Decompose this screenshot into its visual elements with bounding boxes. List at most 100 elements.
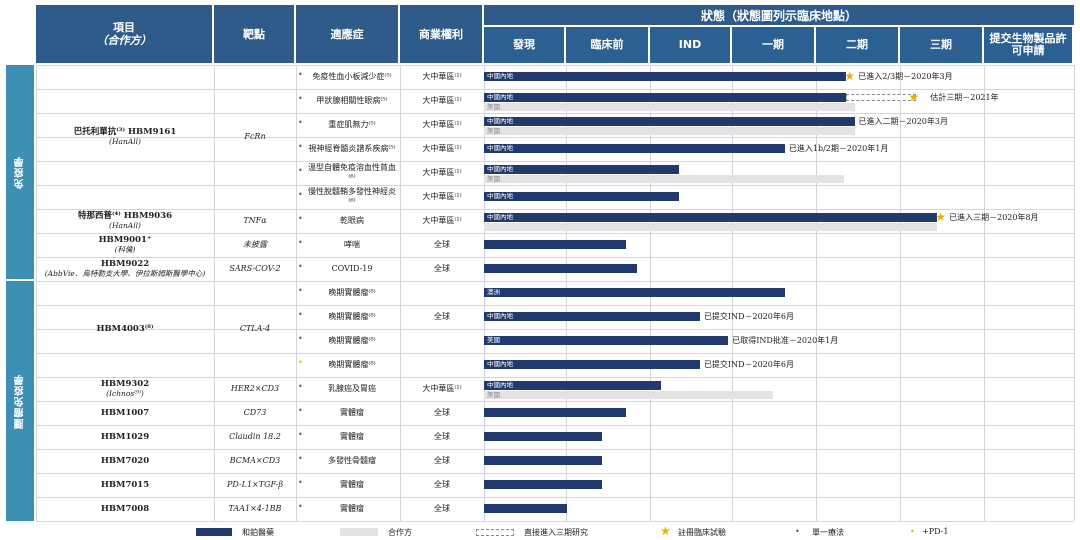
candidate-partner: (Ichnos⁽⁹⁾) <box>106 389 144 398</box>
monotherapy-dot-icon: • <box>298 310 303 319</box>
candidate-label: HBM9302 <box>100 379 150 389</box>
header-candidate: 項目 （合作方） <box>36 5 212 63</box>
partner-progress-bar <box>484 223 938 231</box>
rights-cell: 大中華區⁽¹⁾ <box>422 144 462 153</box>
indication-cell: 晚期實體瘤⁽⁸⁾ <box>328 336 376 345</box>
row-divider <box>36 161 1074 162</box>
pd1-combo-dot-icon: • <box>298 358 303 367</box>
header-rights: 商業權利 <box>400 5 482 63</box>
candidate-name: HBM9022 (AbbVie、烏特勒支大學、伊拉斯姆斯醫學中心) <box>36 257 214 281</box>
milestone-note: 已進入三期－2020年8月 <box>949 213 1039 222</box>
category-oncology-label: 腫瘤免疫學 <box>14 373 26 429</box>
harbour-progress-bar <box>484 240 626 249</box>
candidate-partner: (AbbVie、烏特勒支大學、伊拉斯姆斯醫學中心) <box>44 269 206 278</box>
category-immunology-label: 免疫學 <box>14 155 26 189</box>
harbour-progress-bar: 中國內地 <box>484 360 700 369</box>
header-status: 狀態（狀態圖列示臨床地點） <box>484 5 1074 25</box>
candidate-label: HBM9001⁺ <box>98 235 152 245</box>
monotherapy-dot-icon: • <box>298 166 303 175</box>
partner-progress-bar: 美國 <box>484 175 844 183</box>
harbour-progress-bar <box>484 264 638 273</box>
indication-cell: 實體瘤 <box>340 432 364 441</box>
header-phase-1: 臨床前 <box>566 27 648 63</box>
candidate-label: HBM7008 <box>100 504 150 514</box>
candidate-label: 特那西普⁽⁴⁾ HBM9036 <box>77 211 173 221</box>
phase-divider <box>816 65 817 521</box>
partner-progress-bar: 美國 <box>484 103 855 111</box>
harbour-progress-bar: 中國內地 <box>484 381 661 390</box>
target-cell: CTLA-4 <box>239 324 271 333</box>
row-divider <box>36 209 1074 210</box>
harbour-progress-bar: 中國內地 <box>484 312 700 321</box>
legend-mono-label: 單一療法 <box>812 528 844 537</box>
rights-cell: 全球 <box>434 408 450 417</box>
column-divider <box>214 65 215 521</box>
legend-star-icon: ★ <box>660 524 671 538</box>
target-cell: TAA1×4-1BB <box>228 504 282 513</box>
legend-partner-swatch <box>340 528 378 536</box>
indication-cell: 實體瘤 <box>340 504 364 513</box>
indication-cell: 實體瘤 <box>340 408 364 417</box>
harbour-progress-bar: 中國內地 <box>484 192 679 201</box>
indication-cell: COVID-19 <box>331 264 373 273</box>
candidate-name: HBM1029 <box>36 425 214 449</box>
header-status-label: 狀態（狀態圖列示臨床地點） <box>700 8 857 23</box>
harbour-progress-bar: 中國內地 <box>484 93 847 102</box>
candidate-label: HBM1007 <box>100 408 150 418</box>
rights-cell: 大中華區⁽¹⁾ <box>422 384 462 393</box>
header-phase-2: IND <box>650 27 730 63</box>
candidate-partner: (HanAll) <box>109 137 141 146</box>
category-immunology: 免疫學 <box>6 65 34 279</box>
harbour-progress-bar <box>484 504 567 513</box>
partner-progress-bar: 美國 <box>484 391 774 399</box>
monotherapy-dot-icon: • <box>298 454 303 463</box>
rights-cell: 大中華區⁽¹⁾ <box>422 216 462 225</box>
legend-partner-label: 合作方 <box>388 528 412 537</box>
monotherapy-dot-icon: • <box>298 94 303 103</box>
rights-cell: 全球 <box>434 504 450 513</box>
candidate-name: HBM7020 <box>36 449 214 473</box>
indication-cell: 乳腺癌及胃癌 <box>328 384 376 393</box>
target-cell: FcRn <box>244 132 266 141</box>
row-divider <box>36 353 1074 354</box>
monotherapy-dot-icon: • <box>298 238 303 247</box>
rights-cell: 大中華區⁽¹⁾ <box>422 72 462 81</box>
indication-cell: 重症肌無力⁽⁵⁾ <box>328 120 376 129</box>
indication-cell: 晚期實體瘤⁽⁸⁾ <box>328 312 376 321</box>
monotherapy-dot-icon: • <box>298 118 303 127</box>
header-candidate-label: 項目 <box>113 21 135 34</box>
milestone-note: 已取得IND批准－2020年1月 <box>732 336 839 345</box>
rights-cell: 全球 <box>434 312 450 321</box>
milestone-note: 估計三期－2021年 <box>930 93 999 102</box>
header-phase-5: 三期 <box>900 27 982 63</box>
harbour-progress-bar: 中國內地 <box>484 144 785 153</box>
target-cell: 未披露 <box>243 240 267 249</box>
indication-cell: 乾眼病 <box>340 216 364 225</box>
row-divider <box>36 521 1074 522</box>
row-divider <box>36 401 1074 402</box>
indication-cell: 實體瘤 <box>340 480 364 489</box>
harbour-progress-bar: 中國內地 <box>484 165 679 174</box>
milestone-note: 已進入2/3期－2020年3月 <box>858 72 953 81</box>
row-divider <box>36 257 1074 258</box>
registrational-star-icon: ★ <box>844 69 856 83</box>
phase-divider <box>984 65 985 521</box>
registrational-star-icon: ★ <box>935 210 946 224</box>
harbour-progress-bar: 中國內地 <box>484 72 847 81</box>
row-divider <box>36 449 1074 450</box>
monotherapy-dot-icon: • <box>298 334 303 343</box>
row-divider <box>36 305 1074 306</box>
harbour-progress-bar: 中國內地 <box>484 117 855 126</box>
row-divider <box>36 89 1074 90</box>
row-divider <box>36 233 1074 234</box>
monotherapy-dot-icon: • <box>298 70 303 79</box>
row-divider <box>36 281 1074 282</box>
legend-harbour-swatch <box>196 528 232 536</box>
header-target-label: 靶點 <box>243 27 265 41</box>
candidate-name: 特那西普⁽⁴⁾ HBM9036 (HanAll) <box>36 209 214 233</box>
harbour-progress-bar: 美國 <box>484 336 729 345</box>
monotherapy-dot-icon: • <box>298 430 303 439</box>
candidate-label: HBM7020 <box>100 456 150 466</box>
header-phase-6: 提交生物製品許可申請 <box>984 27 1072 63</box>
legend-direct-swatch <box>476 529 514 536</box>
